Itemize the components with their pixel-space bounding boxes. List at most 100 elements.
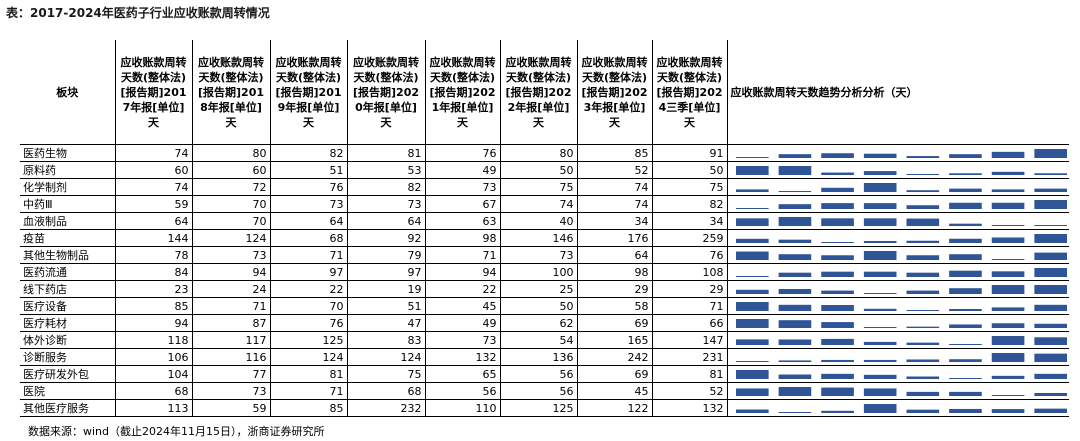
value-cell: 80: [192, 144, 271, 162]
trend-bar: [820, 322, 854, 328]
value-cell: 50: [500, 161, 578, 179]
trend-bar: [948, 391, 982, 396]
value-cell: 73: [347, 195, 426, 213]
value-cell: 51: [270, 161, 348, 179]
value-cell: 75: [347, 365, 426, 383]
value-cell: 70: [270, 297, 348, 315]
value-cell: 68: [347, 382, 426, 400]
value-cell: 98: [425, 229, 501, 247]
trend-bar: [778, 304, 811, 311]
value-cell: 45: [577, 382, 653, 400]
trend-bar: [948, 324, 982, 328]
trend-cell: [727, 246, 1069, 264]
row-label: 医疗耗材: [20, 314, 116, 332]
sparkline: [735, 183, 1067, 192]
trend-bar: [906, 376, 939, 379]
value-cell: 136: [500, 348, 578, 366]
trend-bar: [906, 272, 939, 277]
value-cell: 87: [192, 314, 271, 332]
value-cell: 78: [115, 246, 193, 264]
trend-cell: [727, 331, 1069, 349]
trend-bar: [991, 271, 1024, 277]
value-cell: 74: [115, 144, 193, 162]
value-cell: 75: [652, 178, 728, 196]
value-cell: 146: [500, 229, 578, 247]
value-cell: 77: [192, 365, 271, 383]
value-cell: 76: [425, 144, 501, 162]
value-cell: 51: [347, 297, 426, 315]
value-cell: 74: [577, 178, 653, 196]
value-cell: 71: [192, 297, 271, 315]
trend-bar: [906, 218, 939, 226]
table-row: 疫苗 144 124 68 92 98 146 176 259: [20, 229, 1069, 247]
value-cell: 132: [425, 348, 501, 366]
table-row: 化学制剂 74 72 76 82 73 75 74 75: [20, 178, 1069, 196]
value-cell: 104: [115, 365, 193, 383]
value-cell: 76: [270, 314, 348, 332]
table-row: 医疗研发外包 104 77 81 75 65 56 69 81: [20, 365, 1069, 383]
row-label: 中药Ⅲ: [20, 195, 116, 213]
table-row: 中药Ⅲ 59 70 73 73 67 74 74 82: [20, 195, 1069, 213]
table-row: 医院 68 73 71 68 56 56 45 52: [20, 382, 1069, 400]
table: 板块 应收账款周转天数(整体法)[报告期]2017年报[单位]天 应收账款周转天数(…: [20, 40, 1069, 417]
row-label: 医疗设备: [20, 297, 116, 315]
value-cell: 49: [425, 314, 501, 332]
trend-bar: [906, 290, 939, 294]
value-cell: 52: [577, 161, 653, 179]
value-cell: 113: [115, 399, 193, 417]
value-cell: 108: [652, 263, 728, 281]
trend-bar: [820, 255, 854, 260]
table-row: 诊断服务 106 116 124 124 132 136 242 231: [20, 348, 1069, 366]
trend-bar: [991, 171, 1024, 175]
value-cell: 80: [500, 144, 578, 162]
trend-bar: [778, 272, 811, 277]
value-cell: 132: [652, 399, 728, 417]
trend-bar: [948, 188, 982, 192]
value-cell: 40: [500, 212, 578, 230]
trend-bar: [1033, 285, 1067, 294]
trend-bar: [948, 344, 982, 345]
value-cell: 74: [500, 195, 578, 213]
value-cell: 85: [270, 399, 348, 417]
trend-bar: [778, 166, 811, 175]
value-cell: 22: [425, 280, 501, 298]
value-cell: 54: [500, 331, 578, 349]
table-row: 其他生物制品 78 73 71 79 71 73 64 76: [20, 246, 1069, 264]
row-label: 其他生物制品: [20, 246, 116, 264]
value-cell: 25: [500, 280, 578, 298]
trend-bar: [991, 259, 1024, 260]
trend-bar: [863, 271, 896, 277]
trend-bar: [863, 341, 896, 345]
value-cell: 242: [577, 348, 653, 366]
trend-bar: [948, 254, 982, 260]
trend-cell: [727, 144, 1069, 162]
trend-bar: [1033, 323, 1067, 328]
trend-bar: [735, 339, 769, 345]
table-row: 线下药店 23 24 22 19 22 25 29 29: [20, 280, 1069, 298]
trend-bar: [820, 153, 854, 158]
value-cell: 59: [192, 399, 271, 417]
value-cell: 65: [425, 365, 501, 383]
header-cell: 应收账款周转天数(整体法)[报告期]2019年报[单位]天: [270, 40, 348, 145]
trend-bar: [735, 166, 769, 175]
value-cell: 71: [270, 382, 348, 400]
value-cell: 94: [192, 263, 271, 281]
header-cell: 板块: [20, 40, 116, 145]
trend-bar: [1033, 353, 1067, 362]
value-cell: 116: [192, 348, 271, 366]
row-label: 医药流通: [20, 263, 116, 281]
value-cell: 34: [652, 212, 728, 230]
trend-cell: [727, 348, 1069, 366]
value-cell: 73: [192, 382, 271, 400]
value-cell: 97: [270, 263, 348, 281]
trend-cell: [727, 178, 1069, 196]
trend-bar: [735, 218, 769, 226]
trend-bar: [863, 359, 896, 362]
sparkline: [735, 302, 1067, 311]
trend-bar: [863, 327, 896, 328]
trend-bar: [863, 308, 896, 311]
value-cell: 165: [577, 331, 653, 349]
value-cell: 53: [347, 161, 426, 179]
sparkline: [735, 200, 1067, 209]
value-cell: 71: [652, 297, 728, 315]
